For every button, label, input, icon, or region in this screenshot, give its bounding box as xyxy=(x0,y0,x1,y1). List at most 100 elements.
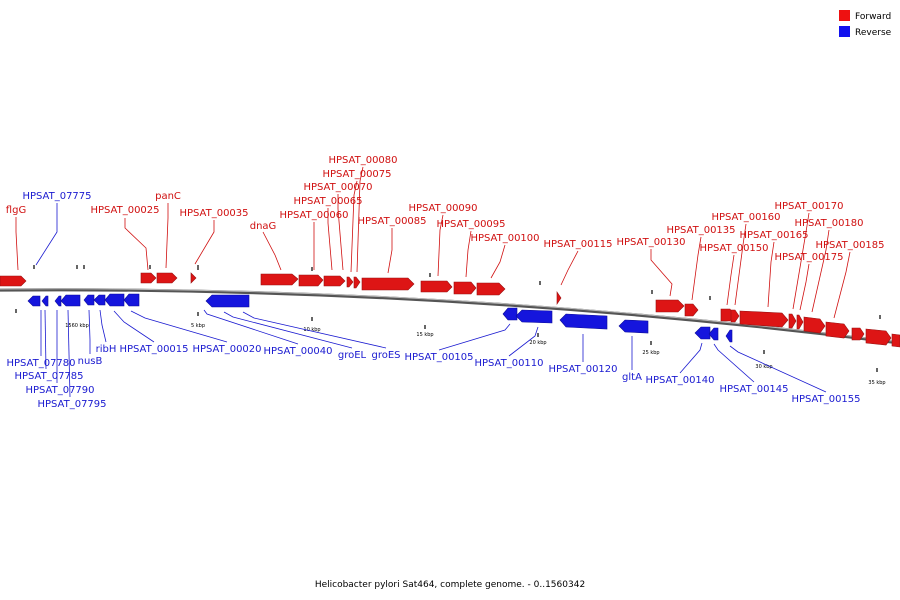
leader-line xyxy=(833,251,851,319)
reverse-leader-lines xyxy=(35,203,827,398)
reverse-gene-label-hpsat-00120: HPSAT_00120 xyxy=(548,364,617,375)
gene-HPSAT_00100 xyxy=(476,282,506,296)
legend-forward-swatch xyxy=(839,10,850,21)
scale-tick-label: 1560 kbp xyxy=(65,323,89,329)
reverse-gene-label-hpsat-00110: HPSAT_00110 xyxy=(474,358,543,369)
leader-line xyxy=(767,241,775,308)
legend-reverse-swatch xyxy=(839,26,850,37)
forward-gene-label-hpsat-00175: HPSAT_00175 xyxy=(774,252,843,263)
map-caption: Helicobacter pylori Sat464, complete gen… xyxy=(315,580,585,590)
leader-line xyxy=(438,323,511,351)
gene-panC xyxy=(156,272,178,284)
leader-line xyxy=(734,223,747,306)
gene-HPSAT_00065 xyxy=(323,275,346,287)
gene-dnaG xyxy=(260,273,299,286)
gene-HPSAT_00105 xyxy=(502,307,518,321)
gene-HPSAT_00195 xyxy=(865,328,892,346)
reverse-gene-labels: HPSAT_07775 HPSAT_07780 HPSAT_07785 HPSAT_0… xyxy=(6,191,860,410)
leader-line xyxy=(327,208,333,271)
gene-HPSAT_00095 xyxy=(453,281,477,295)
leader-line xyxy=(99,309,107,343)
gene-HPSAT_00060 xyxy=(298,274,324,287)
forward-gene-label-hpsat-00115: HPSAT_00115 xyxy=(543,239,612,250)
leader-line xyxy=(67,309,71,398)
leader-line xyxy=(560,250,579,286)
scale-tick-label: 15 kbp xyxy=(416,332,433,338)
gene-HPSAT_00180 xyxy=(803,316,826,334)
forward-gene-label-hpsat-00035: HPSAT_00035 xyxy=(179,208,248,219)
gene-HPSAT_00110 xyxy=(515,309,553,324)
gene-HPSAT_00160 xyxy=(730,309,740,323)
legend-forward-label: Forward xyxy=(855,12,891,22)
leader-line xyxy=(203,309,299,345)
reverse-gene-label-groes: groES xyxy=(371,350,400,361)
leader-line xyxy=(729,345,827,393)
gene-HPSAT_00140 xyxy=(694,326,711,340)
leader-line xyxy=(337,194,344,271)
leader-line xyxy=(262,231,282,271)
leader-line xyxy=(679,342,703,374)
gene-HPSAT_00115 xyxy=(556,291,562,305)
reverse-gene-label-hpsat-00155: HPSAT_00155 xyxy=(791,394,860,405)
reverse-gene-label-hpsat-07795: HPSAT_07795 xyxy=(37,399,106,410)
gene-nusB xyxy=(83,294,95,306)
forward-gene-label-hpsat-00025: HPSAT_00025 xyxy=(90,205,159,216)
leader-line xyxy=(35,203,58,266)
leader-line xyxy=(88,309,91,354)
leader-line xyxy=(356,166,364,273)
reverse-gene-label-hpsat-07790: HPSAT_07790 xyxy=(25,385,94,396)
reverse-gene-label-hpsat-00140: HPSAT_00140 xyxy=(645,375,714,386)
forward-gene-label-hpsat-00160: HPSAT_00160 xyxy=(711,212,780,223)
reverse-genes xyxy=(27,293,733,343)
forward-gene-label-hpsat-00180: HPSAT_00180 xyxy=(794,218,863,229)
forward-gene-label-hpsat-00060: HPSAT_00060 xyxy=(279,210,348,221)
leader-line xyxy=(713,343,755,383)
leader-line xyxy=(726,254,735,306)
gene-HPSAT_00190 xyxy=(851,327,865,341)
gene-HPSAT_07785 xyxy=(41,295,49,307)
leader-line xyxy=(811,229,830,313)
scale-tick-label: 35 kbp xyxy=(868,380,885,386)
reverse-gene-label-hpsat-00145: HPSAT_00145 xyxy=(719,384,788,395)
gene-HPSAT_00145 xyxy=(708,327,719,341)
gene-HPSAT_00130 xyxy=(655,299,685,313)
leader-line xyxy=(194,220,215,265)
forward-gene-label-hpsat-00090: HPSAT_00090 xyxy=(408,203,477,214)
forward-gene-label-hpsat-00075: HPSAT_00075 xyxy=(322,169,391,180)
forward-leader-lines xyxy=(15,166,851,319)
forward-gene-label-flgg: flgG xyxy=(6,205,26,216)
reverse-gene-label-hpsat-07785: HPSAT_07785 xyxy=(14,371,83,382)
forward-gene-label-hpsat-00065: HPSAT_00065 xyxy=(293,196,362,207)
gene-HPSAT_00185 xyxy=(825,321,850,339)
reverse-gene-label-ribh: ribH xyxy=(96,344,117,355)
scale-tick-label: 5 kbp xyxy=(191,323,205,329)
leader-line xyxy=(44,309,47,370)
gene-HPSAT_00090 xyxy=(420,280,453,293)
gene-HPSAT_00070 xyxy=(346,276,354,288)
forward-genes xyxy=(0,272,900,348)
scale-tick-labels: 1560 kbp 5 kbp 10 kbp 15 kbp 20 kbp 25 kbp 30 … xyxy=(65,323,885,386)
leader-line xyxy=(242,311,387,349)
leader-line xyxy=(165,203,169,269)
scale-ticks xyxy=(15,265,881,372)
leader-line xyxy=(113,310,155,343)
gene-gltA xyxy=(618,319,649,334)
reverse-gene-label-hpsat-00040: HPSAT_00040 xyxy=(263,346,332,357)
gene-HPSAT_00080 xyxy=(353,276,361,289)
gene-flgG xyxy=(0,275,27,287)
leader-line xyxy=(124,218,149,271)
leader-line xyxy=(691,236,702,301)
leader-line xyxy=(508,326,539,357)
gene-HPSAT_00085 xyxy=(361,277,415,291)
gene-HPSAT_00020 xyxy=(205,294,250,308)
reverse-gene-label-glta: gltA xyxy=(622,372,642,383)
leader-line xyxy=(223,311,353,349)
gene-HPSAT_00175 xyxy=(796,314,804,330)
gene-HPSAT_00200 xyxy=(891,333,900,348)
gene-HPSAT_00135 xyxy=(684,303,699,317)
genome-backbone-highlight xyxy=(0,288,900,343)
genome-backbone xyxy=(0,288,900,345)
forward-gene-label-hpsat-00130: HPSAT_00130 xyxy=(616,237,685,248)
scale-tick-label: 25 kbp xyxy=(642,350,659,356)
forward-gene-label-hpsat-00080: HPSAT_00080 xyxy=(328,155,397,166)
